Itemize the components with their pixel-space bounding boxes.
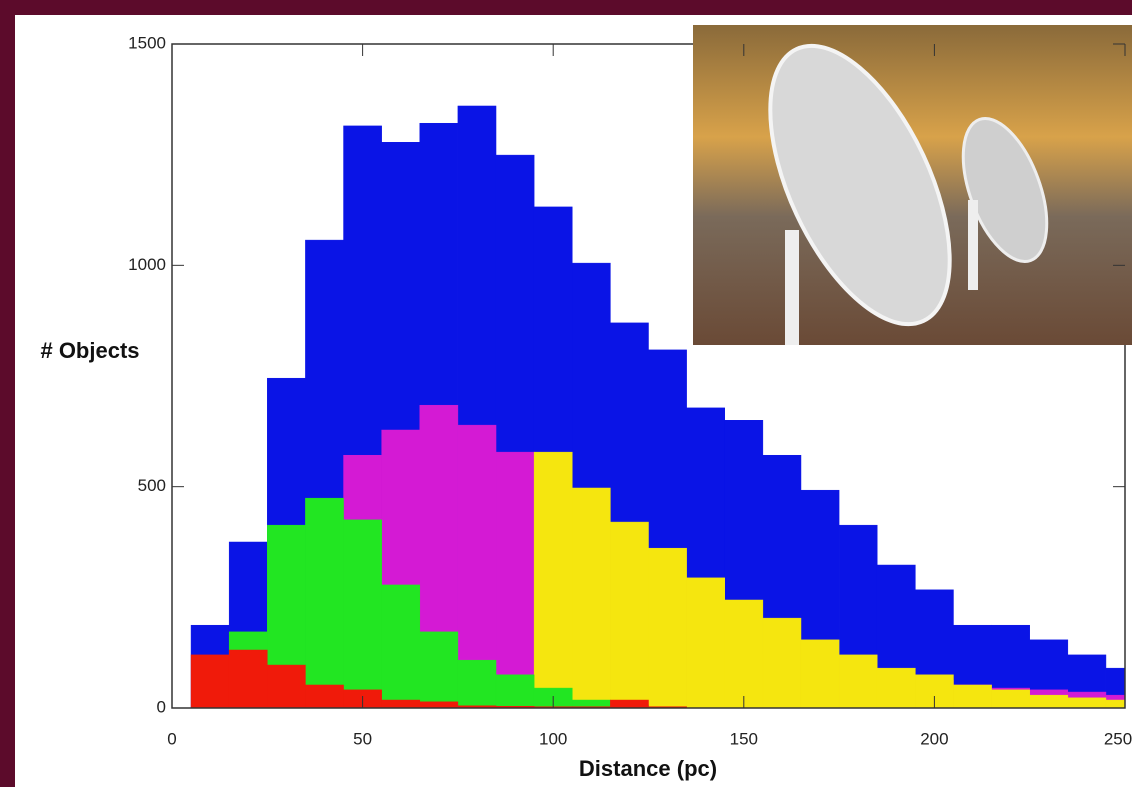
x-tick-label: 0: [167, 729, 176, 748]
histogram-bar: [228, 649, 268, 708]
y-axis-label: # Objects: [40, 338, 139, 363]
plot-area: [190, 105, 1125, 708]
histogram-bar: [495, 674, 535, 708]
histogram-bar: [267, 664, 306, 708]
histogram-bar: [190, 654, 230, 708]
inset-photo: [693, 25, 1132, 345]
histogram-bar: [1029, 694, 1069, 708]
x-tick-label: 100: [539, 729, 567, 748]
x-tick-label: 150: [730, 729, 758, 748]
histogram-bar: [305, 684, 344, 708]
histogram-bar: [419, 701, 459, 708]
y-tick-label: 500: [138, 476, 166, 495]
x-tick-label: 250: [1104, 729, 1132, 748]
histogram-bar: [610, 699, 649, 708]
histogram-bar: [610, 521, 649, 708]
histogram-bar: [381, 699, 421, 708]
histogram-bar: [876, 667, 916, 708]
histogram-bar: [305, 497, 344, 708]
x-tick-label: 50: [353, 729, 372, 748]
y-tick-label: 0: [157, 697, 166, 716]
histogram-bar: [686, 577, 725, 708]
y-tick-label: 1500: [128, 33, 166, 52]
histogram-bar: [572, 487, 611, 708]
x-tick-label: 200: [920, 729, 948, 748]
histogram-bar: [800, 639, 840, 708]
histogram-bar: [343, 519, 382, 708]
histogram-bar: [381, 584, 421, 708]
histogram-bar: [495, 451, 535, 708]
histogram-bar: [838, 654, 878, 708]
histogram-bar: [1067, 697, 1107, 708]
histogram-bar: [419, 631, 459, 708]
x-axis-label: Distance (pc): [579, 756, 717, 781]
y-tick-label: 1000: [128, 255, 166, 274]
histogram-bar: [457, 659, 497, 708]
histogram-bar: [533, 451, 573, 708]
histogram-bar: [953, 684, 992, 708]
histogram-bar: [648, 547, 687, 708]
axes-frame: [171, 43, 1126, 709]
histogram-bar: [991, 689, 1030, 708]
histogram-bar: [762, 617, 802, 708]
histogram-bar: [724, 599, 764, 708]
